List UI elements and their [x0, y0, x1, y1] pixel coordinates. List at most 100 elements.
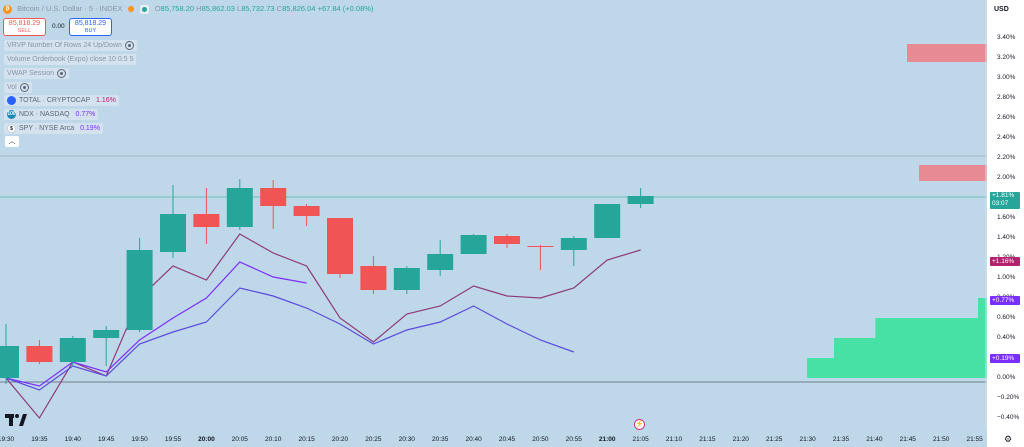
compare-symbol-total[interactable]: TOTAL · CRYPTOCAP 1.16% [4, 95, 119, 106]
indicator-vol[interactable]: Vol [4, 82, 32, 93]
candle [93, 326, 120, 366]
time-tick-label: 20:50 [532, 436, 549, 443]
lightning-icon[interactable]: ⚡ [634, 419, 645, 430]
compare-value: 0.77% [75, 111, 96, 118]
orderbook-zones [907, 44, 987, 181]
current-price-value: +1.81% [992, 192, 1015, 199]
market-status-dot [127, 6, 134, 13]
price-axis-bg [987, 0, 1024, 447]
price-tick-label: 2.60% [997, 114, 1016, 121]
chevron-up-icon: ︿ [8, 138, 16, 145]
buy-label: BUY [84, 28, 97, 34]
symbol-header: ₿ Bitcoin / U.S. Dollar · 5 · INDEX O85,… [3, 4, 373, 14]
compare-price-tag: +1.16% [990, 257, 1020, 266]
candle-body [460, 235, 487, 254]
candle [293, 204, 320, 226]
candle-body [494, 236, 520, 244]
compare-name: SPY · NYSE Arca [19, 125, 75, 132]
time-tick-label: 19:55 [164, 436, 182, 443]
series-line [5, 261, 307, 387]
bitcoin-icon: ₿ [3, 4, 12, 14]
ohlc-readout: O85,758.20 H85,862.03 L85,732.73 C85,826… [154, 4, 374, 13]
candle [260, 180, 287, 229]
indicator-label: VRVP Number Of Rows 24 Up/Down [7, 42, 122, 49]
candle [226, 179, 253, 230]
candle-body [360, 266, 387, 290]
crypto-cap-icon [7, 95, 16, 105]
candle-body [193, 214, 220, 227]
candle-body [527, 246, 554, 247]
sell-price: 85,818.29 [8, 20, 41, 27]
candle [494, 234, 520, 248]
time-tick-label: 20:55 [565, 436, 582, 443]
time-tick-label: 21:00 [598, 436, 616, 443]
candle-body [427, 254, 454, 270]
volume-profile-bar [834, 338, 987, 358]
series-line [5, 233, 641, 420]
status-dot-icon[interactable] [139, 4, 149, 14]
time-tick-label: 21:15 [699, 436, 716, 443]
price-tick-label: −0.20% [997, 394, 1020, 401]
price-tick-label: 1.00% [997, 274, 1016, 281]
candle-body [226, 188, 253, 227]
candle [327, 218, 353, 278]
candle [560, 236, 587, 266]
nasdaq-100-icon: 100 [7, 109, 16, 119]
buy-button[interactable]: 85,818.29 BUY [69, 18, 112, 36]
spread-value: 0.00 [52, 23, 65, 30]
volume-profile-bar [978, 298, 987, 318]
candle [59, 336, 86, 366]
time-tick-label: 20:05 [231, 436, 248, 443]
candle-body [93, 330, 120, 338]
eye-icon[interactable] [124, 40, 134, 50]
candle [126, 238, 153, 332]
reference-lines [0, 155, 987, 383]
eye-icon[interactable] [19, 82, 29, 92]
candle [360, 256, 387, 294]
time-tick-label: 21:05 [632, 436, 649, 443]
time-tick-label: 21:55 [966, 436, 983, 443]
symbol-title[interactable]: Bitcoin / U.S. Dollar · 5 · INDEX [17, 4, 123, 13]
orderbook-zone [919, 165, 987, 181]
candle-body [260, 188, 287, 206]
sell-button[interactable]: 85,818.29 SELL [3, 18, 46, 36]
price-tick-label: 2.20% [997, 154, 1016, 161]
indicator-volume-orderbook[interactable]: Volume Orderbook (Expo) close 10 0.5 5 [4, 54, 137, 65]
time-tick-label: 21:35 [832, 436, 850, 443]
price-tick-label: 0.00% [997, 374, 1016, 381]
candle [26, 340, 53, 364]
compare-name: TOTAL · CRYPTOCAP [19, 97, 91, 104]
collapse-legend-button[interactable]: ︿ [5, 136, 19, 147]
eye-icon[interactable] [57, 68, 67, 78]
candle-body [160, 214, 186, 252]
time-tick-label: 21:50 [933, 436, 950, 443]
time-tick-label: 19:30 [0, 436, 15, 443]
candle-body [0, 346, 19, 378]
time-tick-label: 20:00 [198, 436, 215, 443]
price-tick-label: 1.40% [997, 234, 1016, 241]
candle-body [393, 268, 420, 290]
time-tick-label: 21:40 [866, 436, 883, 443]
indicator-vwap[interactable]: VWAP Session [4, 68, 70, 79]
candle-body [627, 196, 654, 204]
time-tick-label: 19:45 [98, 436, 115, 443]
time-tick-label: 21:10 [665, 436, 683, 443]
bar-countdown: 03:07 [992, 200, 1009, 207]
gear-icon[interactable]: ⚙ [1004, 434, 1013, 444]
volume-profile [807, 298, 987, 378]
price-tick-label: 3.40% [997, 34, 1016, 41]
candle [427, 240, 454, 276]
time-tick-label: 20:20 [331, 436, 349, 443]
candle-body [59, 338, 86, 362]
price-tick-label: 0.40% [997, 334, 1016, 341]
time-tick-label: 20:40 [465, 436, 482, 443]
tradingview-logo[interactable] [5, 414, 27, 426]
compare-symbol-spy[interactable]: $ SPY · NYSE Arca 0.19% [4, 123, 103, 134]
indicator-label: Vol [7, 84, 17, 91]
currency-selector[interactable]: USD [994, 6, 1009, 13]
indicator-vrvp[interactable]: VRVP Number Of Rows 24 Up/Down [4, 40, 137, 51]
compare-price-tag: +0.19% [990, 354, 1020, 363]
compare-symbol-ndx[interactable]: 100 NDX · NASDAQ 0.77% [4, 109, 99, 120]
